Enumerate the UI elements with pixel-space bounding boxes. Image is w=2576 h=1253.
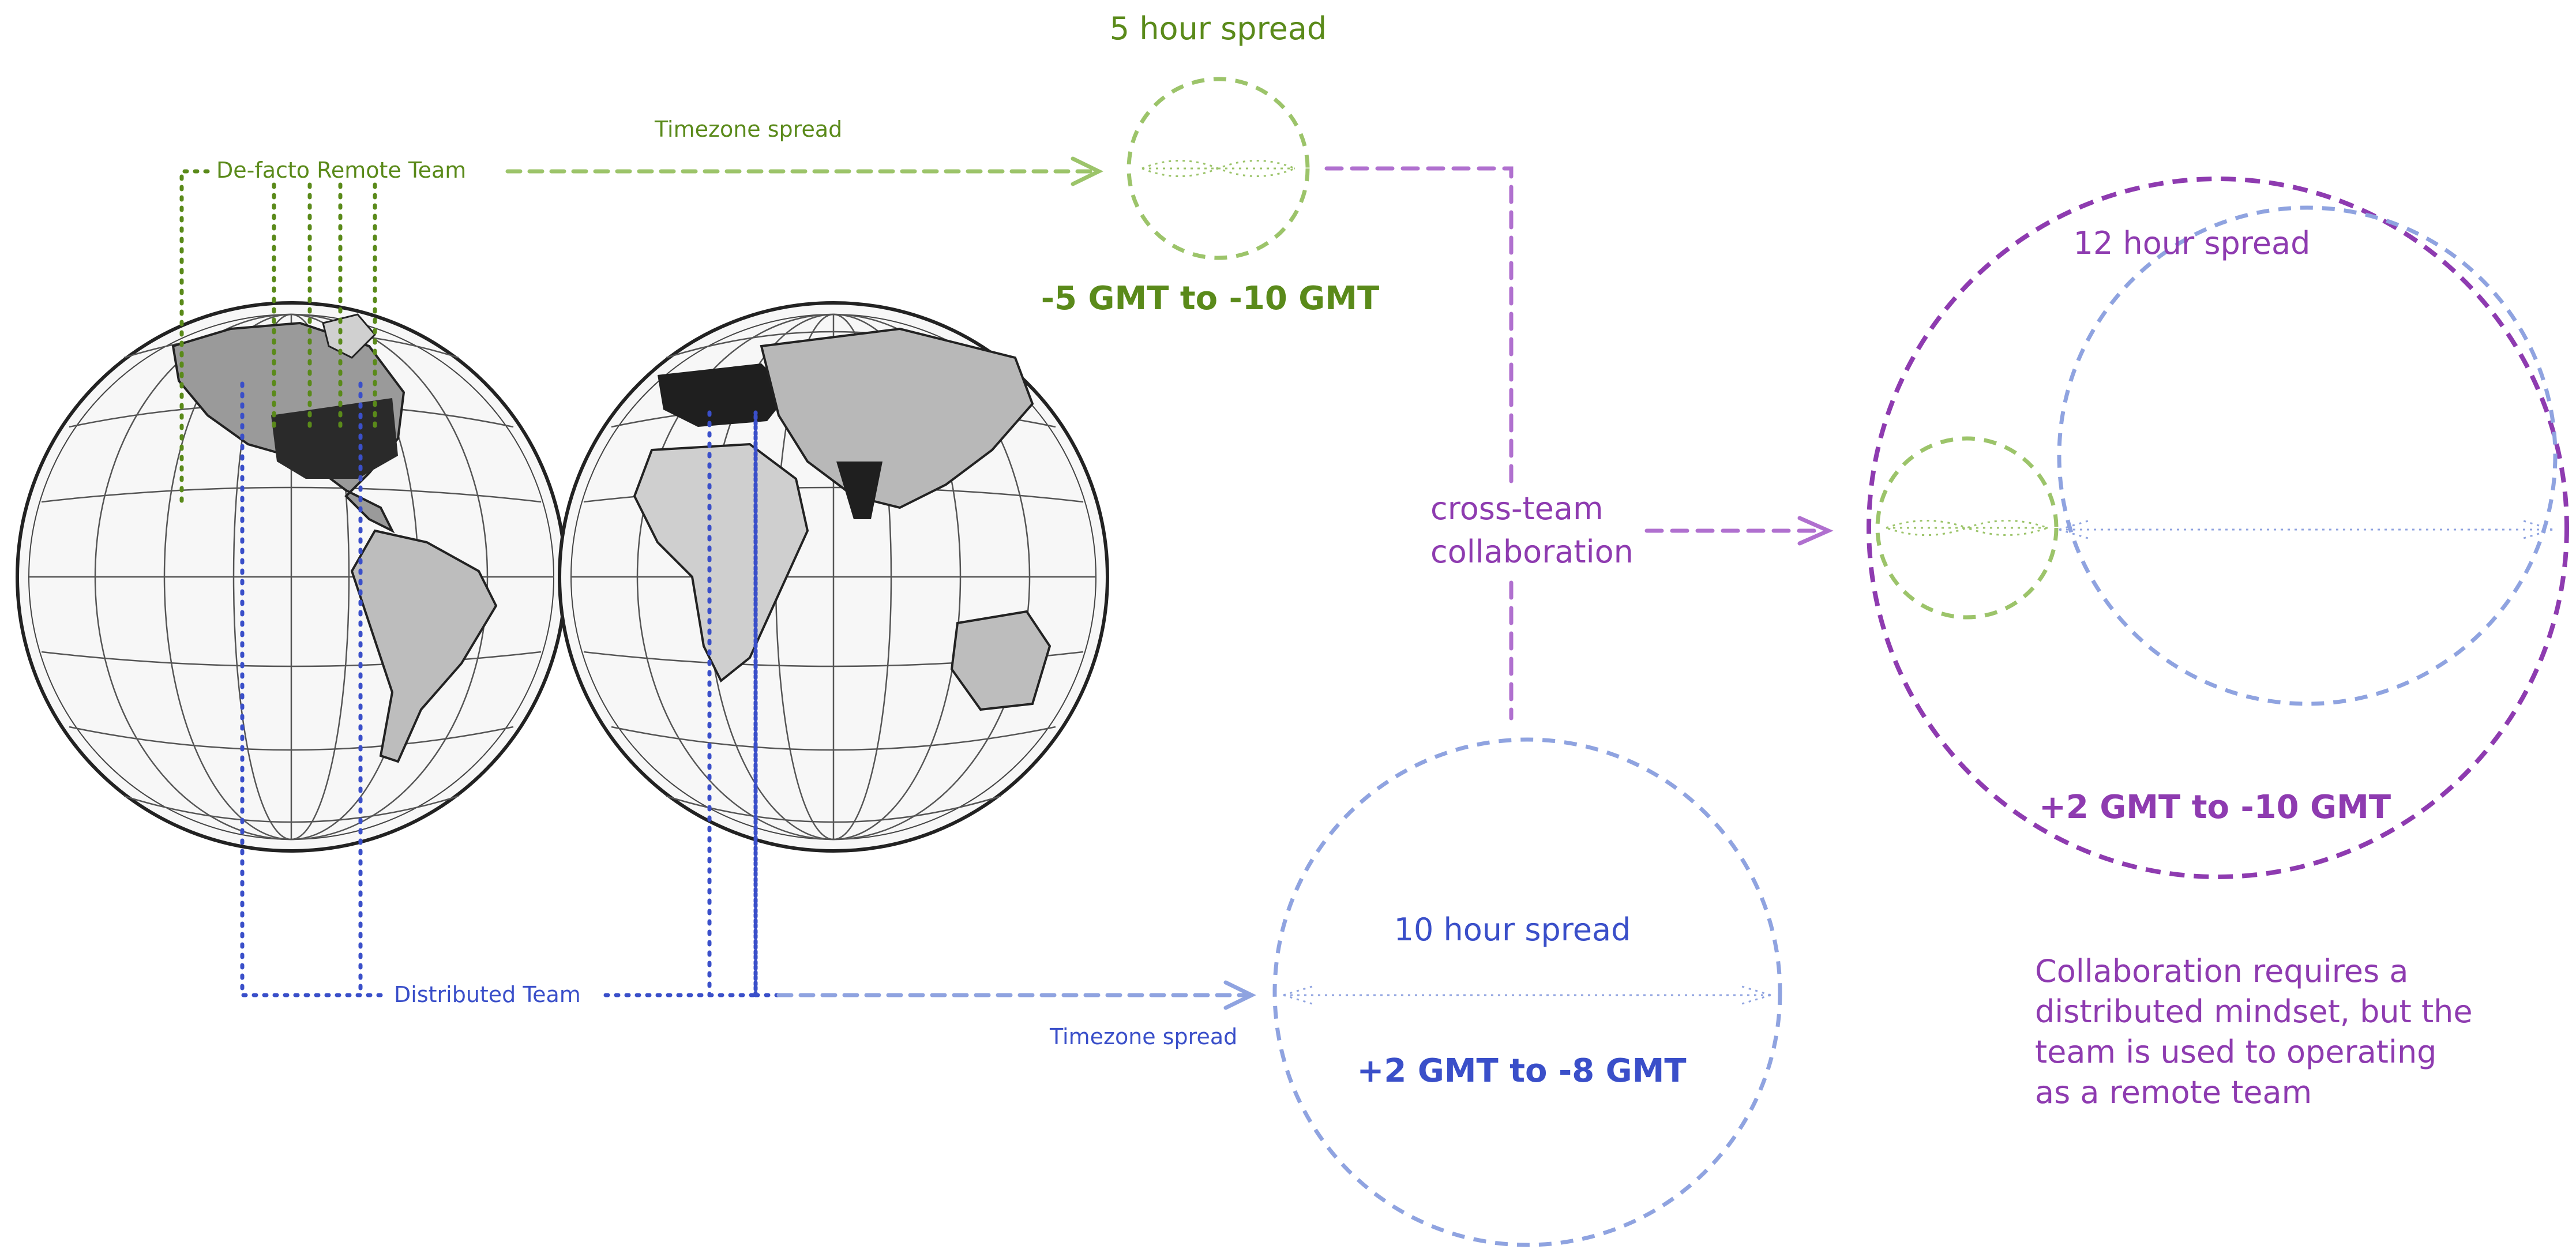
distributed-timezone-arrow: [776, 980, 1256, 1010]
defacto-gmt-range: -5 GMT to -10 GMT: [1041, 280, 1379, 317]
distributed-team-label: Distributed Team: [394, 982, 581, 1007]
note-line-1: Collaboration requires a: [2035, 953, 2408, 989]
distributed-gmt-range: +2 GMT to -8 GMT: [1357, 1052, 1686, 1090]
note-line-4: as a remote team: [2035, 1074, 2312, 1111]
twelve-hour-spread-circle: [1867, 177, 2569, 879]
defacto-team-label: De-facto Remote Team: [216, 157, 466, 183]
cross-team-label-line1: cross-team: [1430, 490, 1604, 527]
combined-gmt-range: +2 GMT to -10 GMT: [2039, 789, 2391, 826]
distributed-arrow-label: Timezone spread: [1049, 1024, 1237, 1049]
cross-team-connector: [1324, 166, 1825, 721]
five-hour-spread-title: 5 hour spread: [1110, 10, 1327, 47]
note-line-2: distributed mindset, but the: [2035, 993, 2473, 1030]
defacto-arrow-label: Timezone spread: [654, 117, 842, 142]
cross-team-label-line2: collaboration: [1430, 534, 1634, 570]
five-hour-spread-circle: [1126, 77, 1310, 260]
defacto-team-connectors: [179, 169, 377, 510]
ten-hour-spread-title: 10 hour spread: [1394, 911, 1631, 948]
cross-team-arrowhead: [1797, 516, 1834, 546]
world-map-icon: [16, 301, 1109, 853]
twelve-hour-spread-title: 12 hour spread: [2074, 225, 2311, 261]
eastern-hemisphere: [558, 301, 1109, 853]
collaboration-note: Collaboration requires a distributed min…: [2035, 953, 2473, 1111]
defacto-timezone-arrow: [505, 156, 1103, 186]
ten-hour-spread-circle: [1272, 737, 1782, 1247]
western-hemisphere: [16, 301, 567, 853]
note-line-3: team is used to operating: [2035, 1034, 2436, 1070]
